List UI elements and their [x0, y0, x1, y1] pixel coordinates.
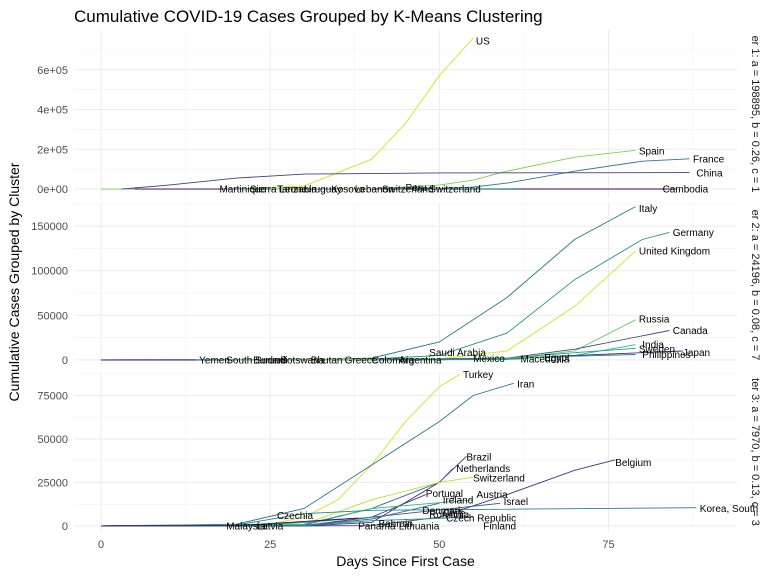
y-tick-label: 50000 [37, 310, 68, 322]
y-axis-title: Cumulative Cases Grouped by Cluster [6, 162, 22, 401]
chart-title: Cumulative COVID-19 Cases Grouped by K-M… [74, 7, 543, 26]
series-label: Italy [639, 204, 657, 215]
series-label: Macedonia [521, 354, 570, 365]
x-tick-label: 0 [98, 539, 104, 551]
y-tick-label: 0 [62, 521, 68, 533]
series-label: Belgium [615, 458, 651, 469]
y-tick-label: 6e+05 [37, 65, 68, 77]
y-tick-label: 2e+05 [37, 144, 68, 156]
series-label: Turkey [463, 370, 493, 381]
series-line-belgium [101, 460, 615, 526]
y-tick-label: 4e+05 [37, 105, 68, 117]
x-tick-label: 50 [433, 539, 445, 551]
series-label: Russia [639, 314, 670, 325]
series-label: Germany [673, 228, 714, 239]
series-label: Mexico [473, 354, 505, 365]
series-line-spain [101, 150, 635, 189]
x-tick-label: 75 [602, 539, 614, 551]
series-label: Iran [517, 380, 534, 391]
y-tick-label: 0e+00 [37, 184, 68, 196]
series-label: US [476, 36, 490, 47]
series-label: Ireland [443, 495, 474, 506]
series-label: Latvia [257, 521, 284, 532]
series-label: Bhutan [311, 355, 343, 366]
series-label: Finland [483, 521, 516, 532]
facet-strip-label: er 1: a = 198895, b = 0.26, c = 1 [749, 36, 761, 193]
y-tick-label: 50000 [37, 434, 68, 446]
series-label: Cambodia [663, 185, 709, 196]
series-label: Switzerland [382, 185, 434, 196]
y-tick-label: 0 [62, 355, 68, 367]
series-label: Argentina [399, 355, 442, 366]
chart-panels: 0e+00 2e+05 4e+05 6e+05 er 1: a = 198895, b … [31, 30, 761, 533]
series-label: Chile [443, 508, 466, 519]
y-tick-label: 75000 [37, 390, 68, 402]
series-line-italy [101, 207, 635, 360]
series-label: France [693, 154, 725, 165]
series-label: Switzerland [429, 185, 481, 196]
series-label: Czechia [277, 511, 314, 522]
series-label: Lithuania [399, 521, 440, 532]
series-line-united-kingdom [101, 251, 635, 360]
y-tick-label: 25000 [37, 477, 68, 489]
series-line-germany [101, 232, 669, 360]
y-tick-label: 100000 [31, 266, 68, 278]
x-tick-label: 25 [264, 539, 276, 551]
facet-strip-label: er 2: a = 24196, b = 0.08, c = 7 [749, 210, 761, 361]
x-axis: 0 25 50 75 [98, 539, 615, 551]
series-label: Spain [639, 146, 665, 157]
series-label: Philippines [642, 350, 690, 361]
series-label: United Kingdom [639, 247, 710, 258]
series-label: Israel [504, 497, 528, 508]
x-axis-title: Days Since First Case [336, 553, 475, 569]
series-label: Brazil [466, 453, 491, 464]
panel-1: 0e+00 2e+05 4e+05 6e+05 er 1: a = 198895, b … [37, 30, 761, 198]
series-label: Korea, South [700, 504, 758, 515]
series-label: China [696, 169, 723, 180]
series-label: Switzerland [473, 474, 525, 485]
series-line-us [101, 38, 473, 189]
series-label: Canada [673, 326, 708, 337]
y-tick-label: 150000 [31, 221, 68, 233]
